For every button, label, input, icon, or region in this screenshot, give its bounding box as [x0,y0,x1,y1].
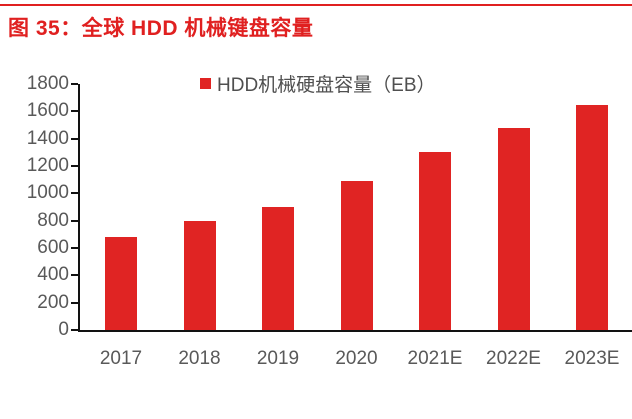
y-tick [71,247,78,249]
x-label-2021E: 2021E [407,348,463,369]
x-label-2022E: 2022E [486,348,541,369]
y-tick [71,83,78,85]
y-tick [71,137,78,140]
chart-legend: HDD机械硬盘容量（EB） [200,70,436,97]
legend-swatch-icon [200,78,211,89]
y-tick-label: 1400 [26,127,69,149]
y-tick-label: 1200 [26,155,69,176]
bar-2017 [105,237,137,330]
y-tick-label: 1600 [26,100,69,122]
x-label-2019: 2019 [256,348,300,369]
x-label-2020: 2020 [335,348,378,369]
bar-2021E [419,152,451,330]
bar-2022E [497,127,530,330]
y-tick-label: 400 [37,264,69,286]
y-tick [71,329,78,331]
y-tick [71,165,78,167]
y-tick [71,219,78,222]
y-tick-label: 1000 [26,182,69,204]
x-label-2023E: 2023E [564,348,620,369]
y-tick-label: 200 [37,291,69,313]
y-tick [71,192,78,195]
y-tick [71,110,78,113]
legend-label: HDD机械硬盘容量（EB） [217,75,436,96]
bar-2023E [576,104,608,330]
y-tick [71,274,78,277]
plot-area: 0 200 400 600 800 1000 1200 1400 1600 1800 2017 201… [27,74,632,369]
y-tick-label: 800 [37,209,69,231]
x-label-2018: 2018 [178,348,221,369]
y-tick-label: 600 [37,237,69,258]
y-tick-label: 1800 [26,73,69,94]
bar-2018 [183,220,216,330]
bar-2020 [340,181,373,330]
x-label-2017: 2017 [99,348,143,369]
bar-2019 [262,207,294,330]
figure-title: 图 35：全球 HDD 机械键盘容量 [8,17,314,40]
title-rule [0,4,632,6]
y-tick-label: 0 [58,319,69,340]
y-tick [71,301,78,304]
